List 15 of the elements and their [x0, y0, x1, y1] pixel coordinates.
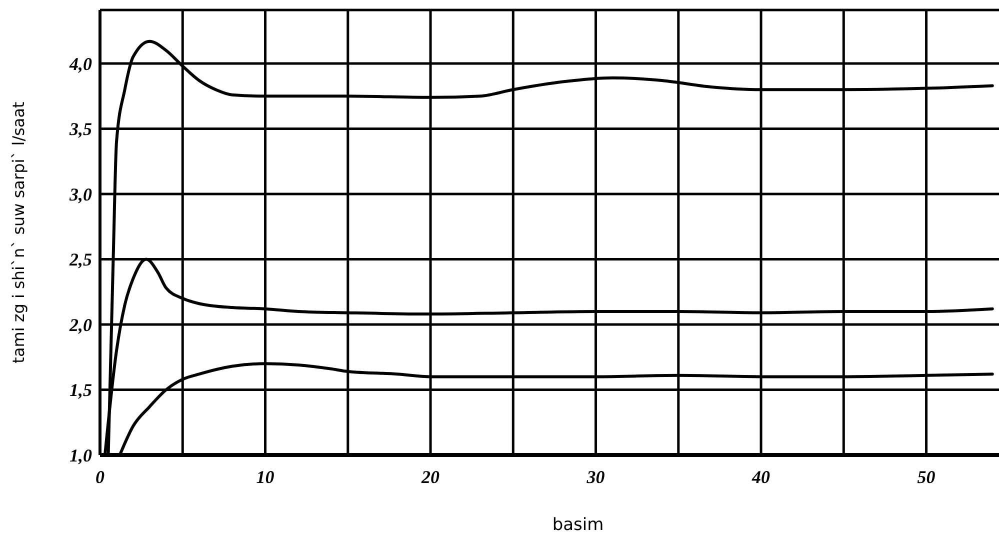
- y-tick-label: 2,5: [68, 250, 92, 270]
- y-axis-title: tami zg i shi`n` suw sarpi` l/saat: [9, 102, 28, 364]
- x-tick-label: 10: [256, 467, 274, 487]
- x-tick-label: 30: [586, 467, 605, 487]
- y-tick-label: 3,5: [68, 119, 92, 140]
- x-tick-label: 50: [917, 467, 936, 487]
- x-tick-label: 0: [96, 467, 104, 487]
- y-tick-label: 1,5: [70, 380, 92, 400]
- y-tick-label: 2,0: [68, 314, 92, 335]
- y-tick-label: 3,0: [68, 184, 92, 204]
- x-tick-label: 40: [751, 467, 770, 487]
- y-tick-label: 1,0: [70, 445, 92, 466]
- x-axis-title: basim: [552, 515, 604, 535]
- y-tick-label: 4,0: [68, 54, 92, 74]
- x-tick-label: 20: [420, 467, 440, 487]
